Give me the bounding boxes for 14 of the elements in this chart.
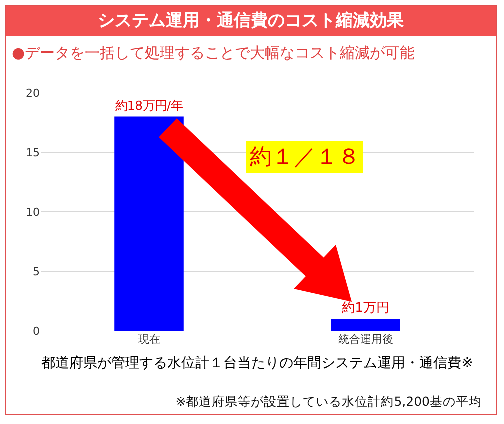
y-tick-label: 0: [33, 324, 40, 338]
x-axis-title: 都道府県が管理する水位計１台当たりの年間システム運用・通信費※: [42, 355, 474, 372]
data-label: 約1万円: [342, 301, 390, 316]
y-tick-label: 10: [26, 206, 40, 219]
chart-subtitle: ●データを一括して処理することで大幅なコスト縮減が可能: [12, 44, 416, 63]
y-tick-label: 5: [33, 265, 40, 278]
y-tick-label: 20: [26, 86, 40, 100]
x-tick-label: 現在: [138, 333, 160, 346]
annotation: 約１／１８: [250, 145, 360, 170]
chart-title: システム運用・通信費のコスト縮減効果: [6, 6, 496, 36]
x-tick-label: 統合運用後: [338, 333, 394, 346]
data-label: 約18万円/年: [115, 99, 184, 113]
y-tick-label: 15: [26, 146, 40, 160]
text: ※都道府県等が設置している水位計約5,200基の平均: [176, 394, 482, 411]
